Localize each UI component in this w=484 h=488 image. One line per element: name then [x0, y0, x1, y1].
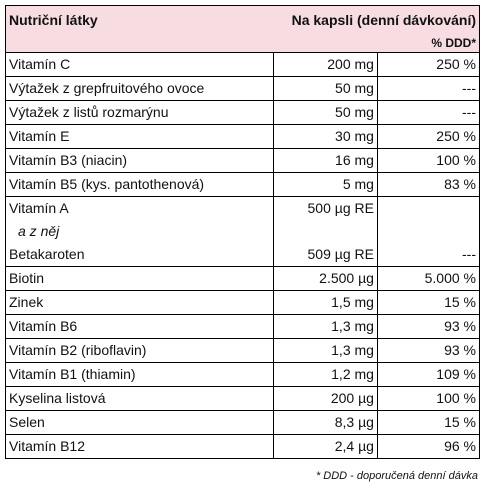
footnote: * DDD - doporučená denní dávka [315, 470, 478, 482]
nutrient-name: Výtažek z grepfruitového ovoce [5, 76, 274, 101]
nutrient-name: Vitamín E [5, 124, 274, 149]
nutrient-pct: 93 % [376, 314, 481, 339]
nutrient-amount: 1,3 mg [272, 314, 378, 339]
table-row: Biotin 2.500 µg 5.000 % [5, 266, 481, 291]
nutrient-name: Kyselina listová [5, 386, 274, 411]
nutrient-amount: 1,2 mg [272, 362, 378, 387]
header-row-2: % DDD* [5, 34, 481, 53]
nutrient-pct: 100 % [376, 386, 481, 411]
table-row: Vitamín B5 (kys. pantothenová) 5 mg 83 % [5, 172, 481, 197]
nutrient-amount: 5 mg [272, 172, 378, 197]
nutrient-amount: 50 mg [272, 76, 378, 101]
header-nutrients: Nutriční látky [5, 5, 274, 34]
nutrient-amount: 8,3 µg [272, 410, 378, 435]
nutrient-pct: 5.000 % [376, 266, 481, 291]
nutrient-amount: 16 mg [272, 148, 378, 173]
table-row: Vitamín C 200 mg 250 % [5, 52, 481, 77]
nutrient-name: Betakaroten [5, 243, 274, 267]
nutrient-pct: 15 % [376, 290, 481, 315]
table-row: a z něj [5, 220, 481, 243]
nutrient-name: Vitamín B6 [5, 314, 274, 339]
nutrient-pct [376, 196, 481, 220]
nutrient-amount: 1,5 mg [272, 290, 378, 315]
nutrient-name: Vitamín B1 (thiamin) [5, 362, 274, 387]
header-pct-ddd: % DDD* [377, 34, 481, 53]
nutrient-pct: 109 % [376, 362, 481, 387]
nutrient-pct: 15 % [376, 410, 481, 435]
nutrient-name: Vitamín B2 (riboflavin) [5, 338, 274, 363]
nutrient-pct: --- [376, 243, 481, 267]
header-per-capsule: Na kapsli (denní dávkování) [273, 5, 481, 34]
nutrient-amount: 2.500 µg [272, 266, 378, 291]
table-row: Zinek 1,5 mg 15 % [5, 290, 481, 315]
nutrient-amount: 1,3 mg [272, 338, 378, 363]
nutrient-amount: 200 mg [272, 52, 378, 77]
table-row: Kyselina listová 200 µg 100 % [5, 386, 481, 411]
nutrient-pct: 100 % [376, 148, 481, 173]
nutrient-amount [272, 220, 378, 243]
nutrient-name: Vitamín C [5, 52, 274, 77]
table-row: Vitamín B12 2,4 µg 96 % [5, 434, 481, 459]
nutrient-pct: 93 % [376, 338, 481, 363]
nutrient-amount: 500 µg RE [272, 196, 378, 220]
nutrition-table: Nutriční látky Na kapsli (denní dávkován… [5, 5, 481, 459]
table-row: Betakaroten 509 µg RE --- [5, 243, 481, 267]
nutrient-amount: 200 µg [272, 386, 378, 411]
table-row: Výtažek z listů rozmarýnu 50 mg --- [5, 100, 481, 125]
nutrient-name: Vitamín B3 (niacin) [5, 148, 274, 173]
nutrient-name: Výtažek z listů rozmarýnu [5, 100, 274, 125]
table-row: Vitamín E 30 mg 250 % [5, 124, 481, 149]
nutrient-pct: --- [376, 100, 481, 125]
nutrient-pct: --- [376, 76, 481, 101]
nutrient-pct [376, 220, 481, 243]
table-row: Vitamín B6 1,3 mg 93 % [5, 314, 481, 339]
table-row: Vitamín B2 (riboflavin) 1,3 mg 93 % [5, 338, 481, 363]
nutrient-amount: 2,4 µg [272, 434, 378, 459]
nutrient-name: Vitamín B12 [5, 434, 274, 459]
nutrient-pct: 83 % [376, 172, 481, 197]
table-row: Výtažek z grepfruitového ovoce 50 mg --- [5, 76, 481, 101]
nutrient-amount: 30 mg [272, 124, 378, 149]
nutrient-name: Zinek [5, 290, 274, 315]
table-row: Vitamín B1 (thiamin) 1,2 mg 109 % [5, 362, 481, 387]
nutrient-subheading: a z něj [5, 220, 274, 243]
nutrient-amount: 50 mg [272, 100, 378, 125]
table-row: Vitamín B3 (niacin) 16 mg 100 % [5, 148, 481, 173]
nutrient-name: Vitamín B5 (kys. pantothenová) [5, 172, 274, 197]
nutrient-name: Selen [5, 410, 274, 435]
table-row: Vitamín A 500 µg RE [5, 196, 481, 220]
nutrient-amount: 509 µg RE [272, 243, 378, 267]
nutrient-pct: 96 % [376, 434, 481, 459]
nutrient-pct: 250 % [376, 124, 481, 149]
header-row: Nutriční látky Na kapsli (denní dávkován… [5, 5, 481, 34]
nutrient-name: Biotin [5, 266, 274, 291]
table-row: Selen 8,3 µg 15 % [5, 410, 481, 435]
nutrient-pct: 250 % [376, 52, 481, 77]
nutrient-name: Vitamín A [5, 196, 274, 220]
